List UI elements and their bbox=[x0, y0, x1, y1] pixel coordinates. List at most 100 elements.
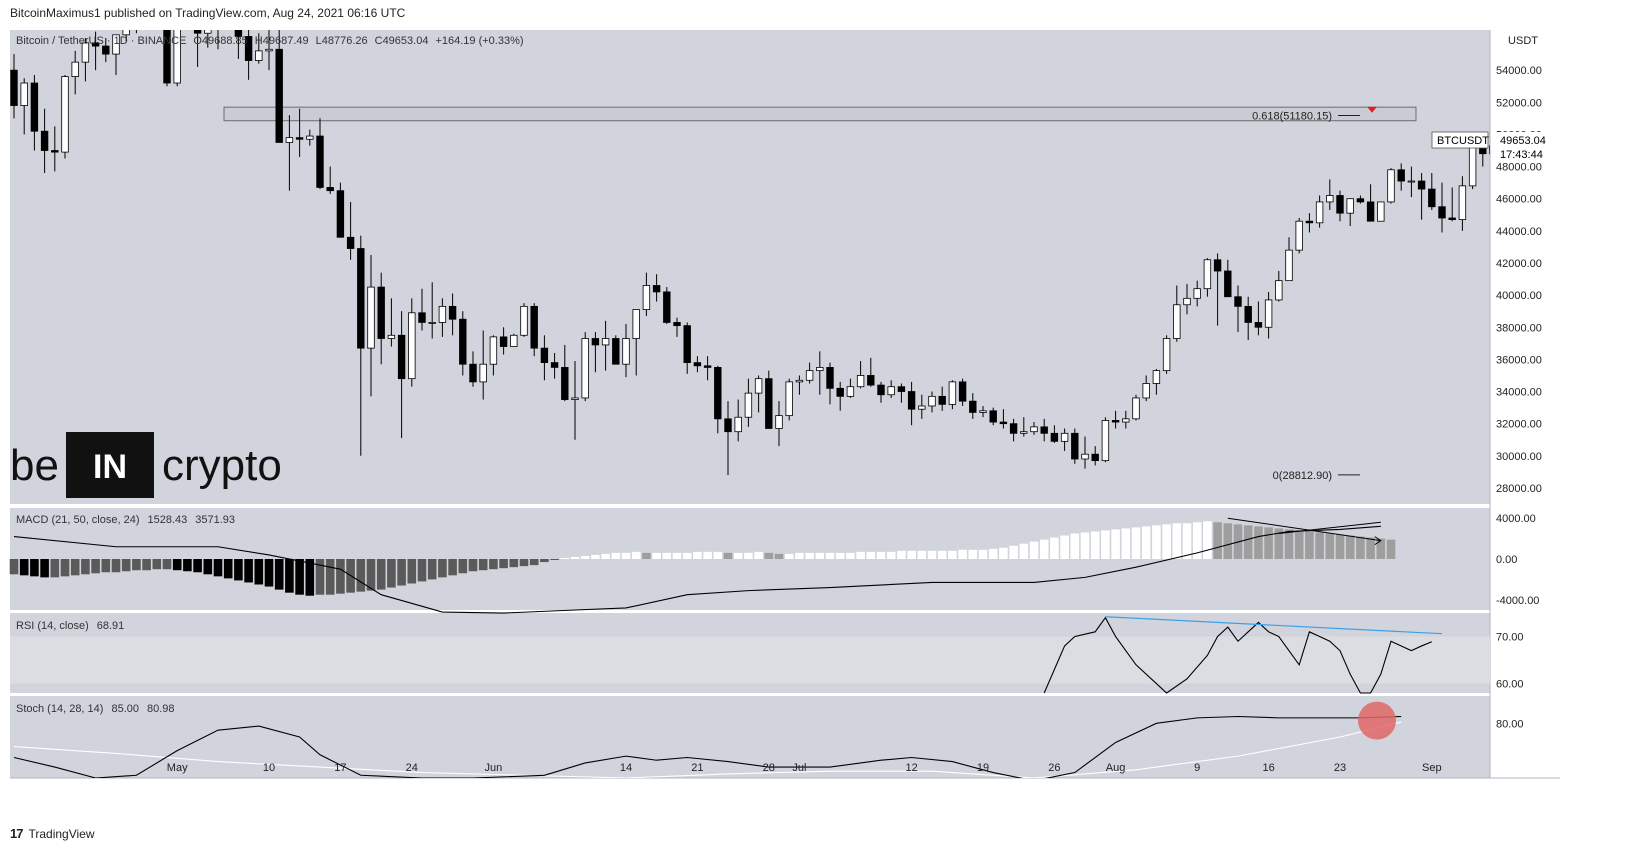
candle-down bbox=[1224, 270, 1232, 298]
candle-up bbox=[734, 416, 742, 433]
candle bbox=[234, 30, 243, 59]
candle bbox=[979, 405, 987, 418]
macd-hist-bar bbox=[356, 559, 366, 592]
candle-down bbox=[91, 42, 100, 47]
candle bbox=[1122, 410, 1130, 429]
time-tick-label: Jul bbox=[792, 762, 806, 774]
candle-up bbox=[1081, 453, 1089, 460]
candle bbox=[1387, 168, 1395, 204]
macd-hist-bar bbox=[1019, 543, 1029, 559]
macd-hist-bar bbox=[1131, 527, 1141, 559]
candle bbox=[1377, 201, 1385, 222]
candle-down bbox=[1336, 195, 1344, 214]
macd-hist-bar bbox=[927, 550, 937, 559]
candle bbox=[255, 33, 263, 64]
price-tick-label: 44000.00 bbox=[1496, 226, 1542, 238]
macd-hist-bar bbox=[1192, 522, 1202, 559]
candle bbox=[1030, 422, 1038, 435]
candle bbox=[775, 401, 783, 447]
candle bbox=[1142, 375, 1150, 402]
candle-up bbox=[1285, 249, 1293, 282]
macd-hist-bar bbox=[1325, 533, 1335, 559]
macd-hist-bar bbox=[1274, 528, 1284, 559]
candle bbox=[1336, 190, 1344, 222]
macd-hist-bar bbox=[917, 550, 927, 559]
candle bbox=[1213, 253, 1222, 326]
macd-hist-bar bbox=[1152, 525, 1161, 559]
candle bbox=[1244, 296, 1252, 341]
macd-hist-bar bbox=[1294, 530, 1304, 559]
ohlc-high: H49687.49 bbox=[255, 35, 309, 47]
stoch-d-line bbox=[13, 721, 1402, 778]
stoch-plot bbox=[13, 715, 1402, 778]
macd-hist-bar bbox=[886, 551, 896, 559]
ohlc-open: O49688.85 bbox=[193, 35, 247, 47]
macd-hist-bar bbox=[764, 552, 774, 559]
candle-up bbox=[1407, 180, 1416, 183]
macd-hist-bar bbox=[489, 559, 498, 570]
candle-down bbox=[530, 305, 538, 349]
candle bbox=[1081, 436, 1089, 469]
candle-down bbox=[377, 286, 385, 339]
macd-hist-bar bbox=[1172, 523, 1182, 559]
macd-hist-bar bbox=[1029, 541, 1039, 559]
candle bbox=[459, 311, 467, 376]
candle bbox=[836, 381, 844, 411]
candle-down bbox=[1234, 296, 1242, 307]
candle-down bbox=[1428, 188, 1436, 208]
candle-up bbox=[20, 82, 28, 106]
candle bbox=[306, 129, 314, 146]
candle bbox=[703, 356, 712, 381]
candle bbox=[510, 333, 518, 347]
candle-up bbox=[1458, 185, 1467, 220]
candle bbox=[469, 351, 477, 387]
candle bbox=[397, 311, 406, 439]
macd-hist-bar bbox=[1060, 535, 1069, 559]
candle bbox=[1234, 285, 1242, 333]
candle-down bbox=[612, 338, 620, 365]
macd-hist-bar bbox=[642, 552, 651, 559]
candle-up bbox=[438, 305, 447, 323]
candle-down bbox=[326, 187, 334, 192]
macd-hist-bar bbox=[1009, 545, 1018, 559]
candle-up bbox=[510, 334, 518, 347]
time-tick-label: 12 bbox=[905, 762, 917, 774]
candle-down bbox=[154, 11, 161, 17]
macd-hist-bar bbox=[611, 552, 621, 559]
candle bbox=[1305, 213, 1314, 233]
time-tick-label: May bbox=[167, 762, 188, 774]
candle bbox=[1275, 271, 1283, 302]
candle bbox=[225, 14, 232, 24]
macd-hist-bar bbox=[591, 554, 600, 559]
candle-down bbox=[540, 347, 549, 364]
candle bbox=[601, 320, 610, 371]
candle-up bbox=[1152, 370, 1161, 384]
candle bbox=[1009, 418, 1018, 442]
candle-up bbox=[184, 6, 191, 27]
candle bbox=[193, 30, 202, 67]
candle bbox=[520, 303, 528, 337]
candle-up bbox=[856, 375, 865, 388]
candle bbox=[591, 332, 600, 373]
macd-hist-bar bbox=[1203, 521, 1212, 559]
time-tick-label: 21 bbox=[691, 762, 703, 774]
candle-up bbox=[601, 338, 610, 346]
macd-hist-bar bbox=[774, 553, 784, 559]
candle bbox=[326, 166, 334, 194]
rsi-tick-label: 60.00 bbox=[1496, 679, 1524, 691]
macd-hist-bar bbox=[672, 552, 682, 559]
macd-hist-bar bbox=[723, 552, 733, 559]
macd-hist-bar bbox=[427, 559, 437, 580]
macd-hist-bar bbox=[132, 559, 141, 571]
candle-up bbox=[122, 30, 130, 36]
candle-down bbox=[316, 135, 324, 188]
macd-hist-bar bbox=[325, 559, 335, 595]
macd-hist-bar bbox=[601, 553, 610, 559]
publisher-text: BitcoinMaximus1 published on TradingView… bbox=[10, 6, 406, 20]
stoch-k-value: 85.00 bbox=[111, 703, 139, 715]
candle-up bbox=[367, 286, 375, 349]
candle-down bbox=[1040, 426, 1048, 434]
time-tick-label: 16 bbox=[1262, 762, 1274, 774]
last-price-value: 49653.04 bbox=[1500, 135, 1546, 147]
